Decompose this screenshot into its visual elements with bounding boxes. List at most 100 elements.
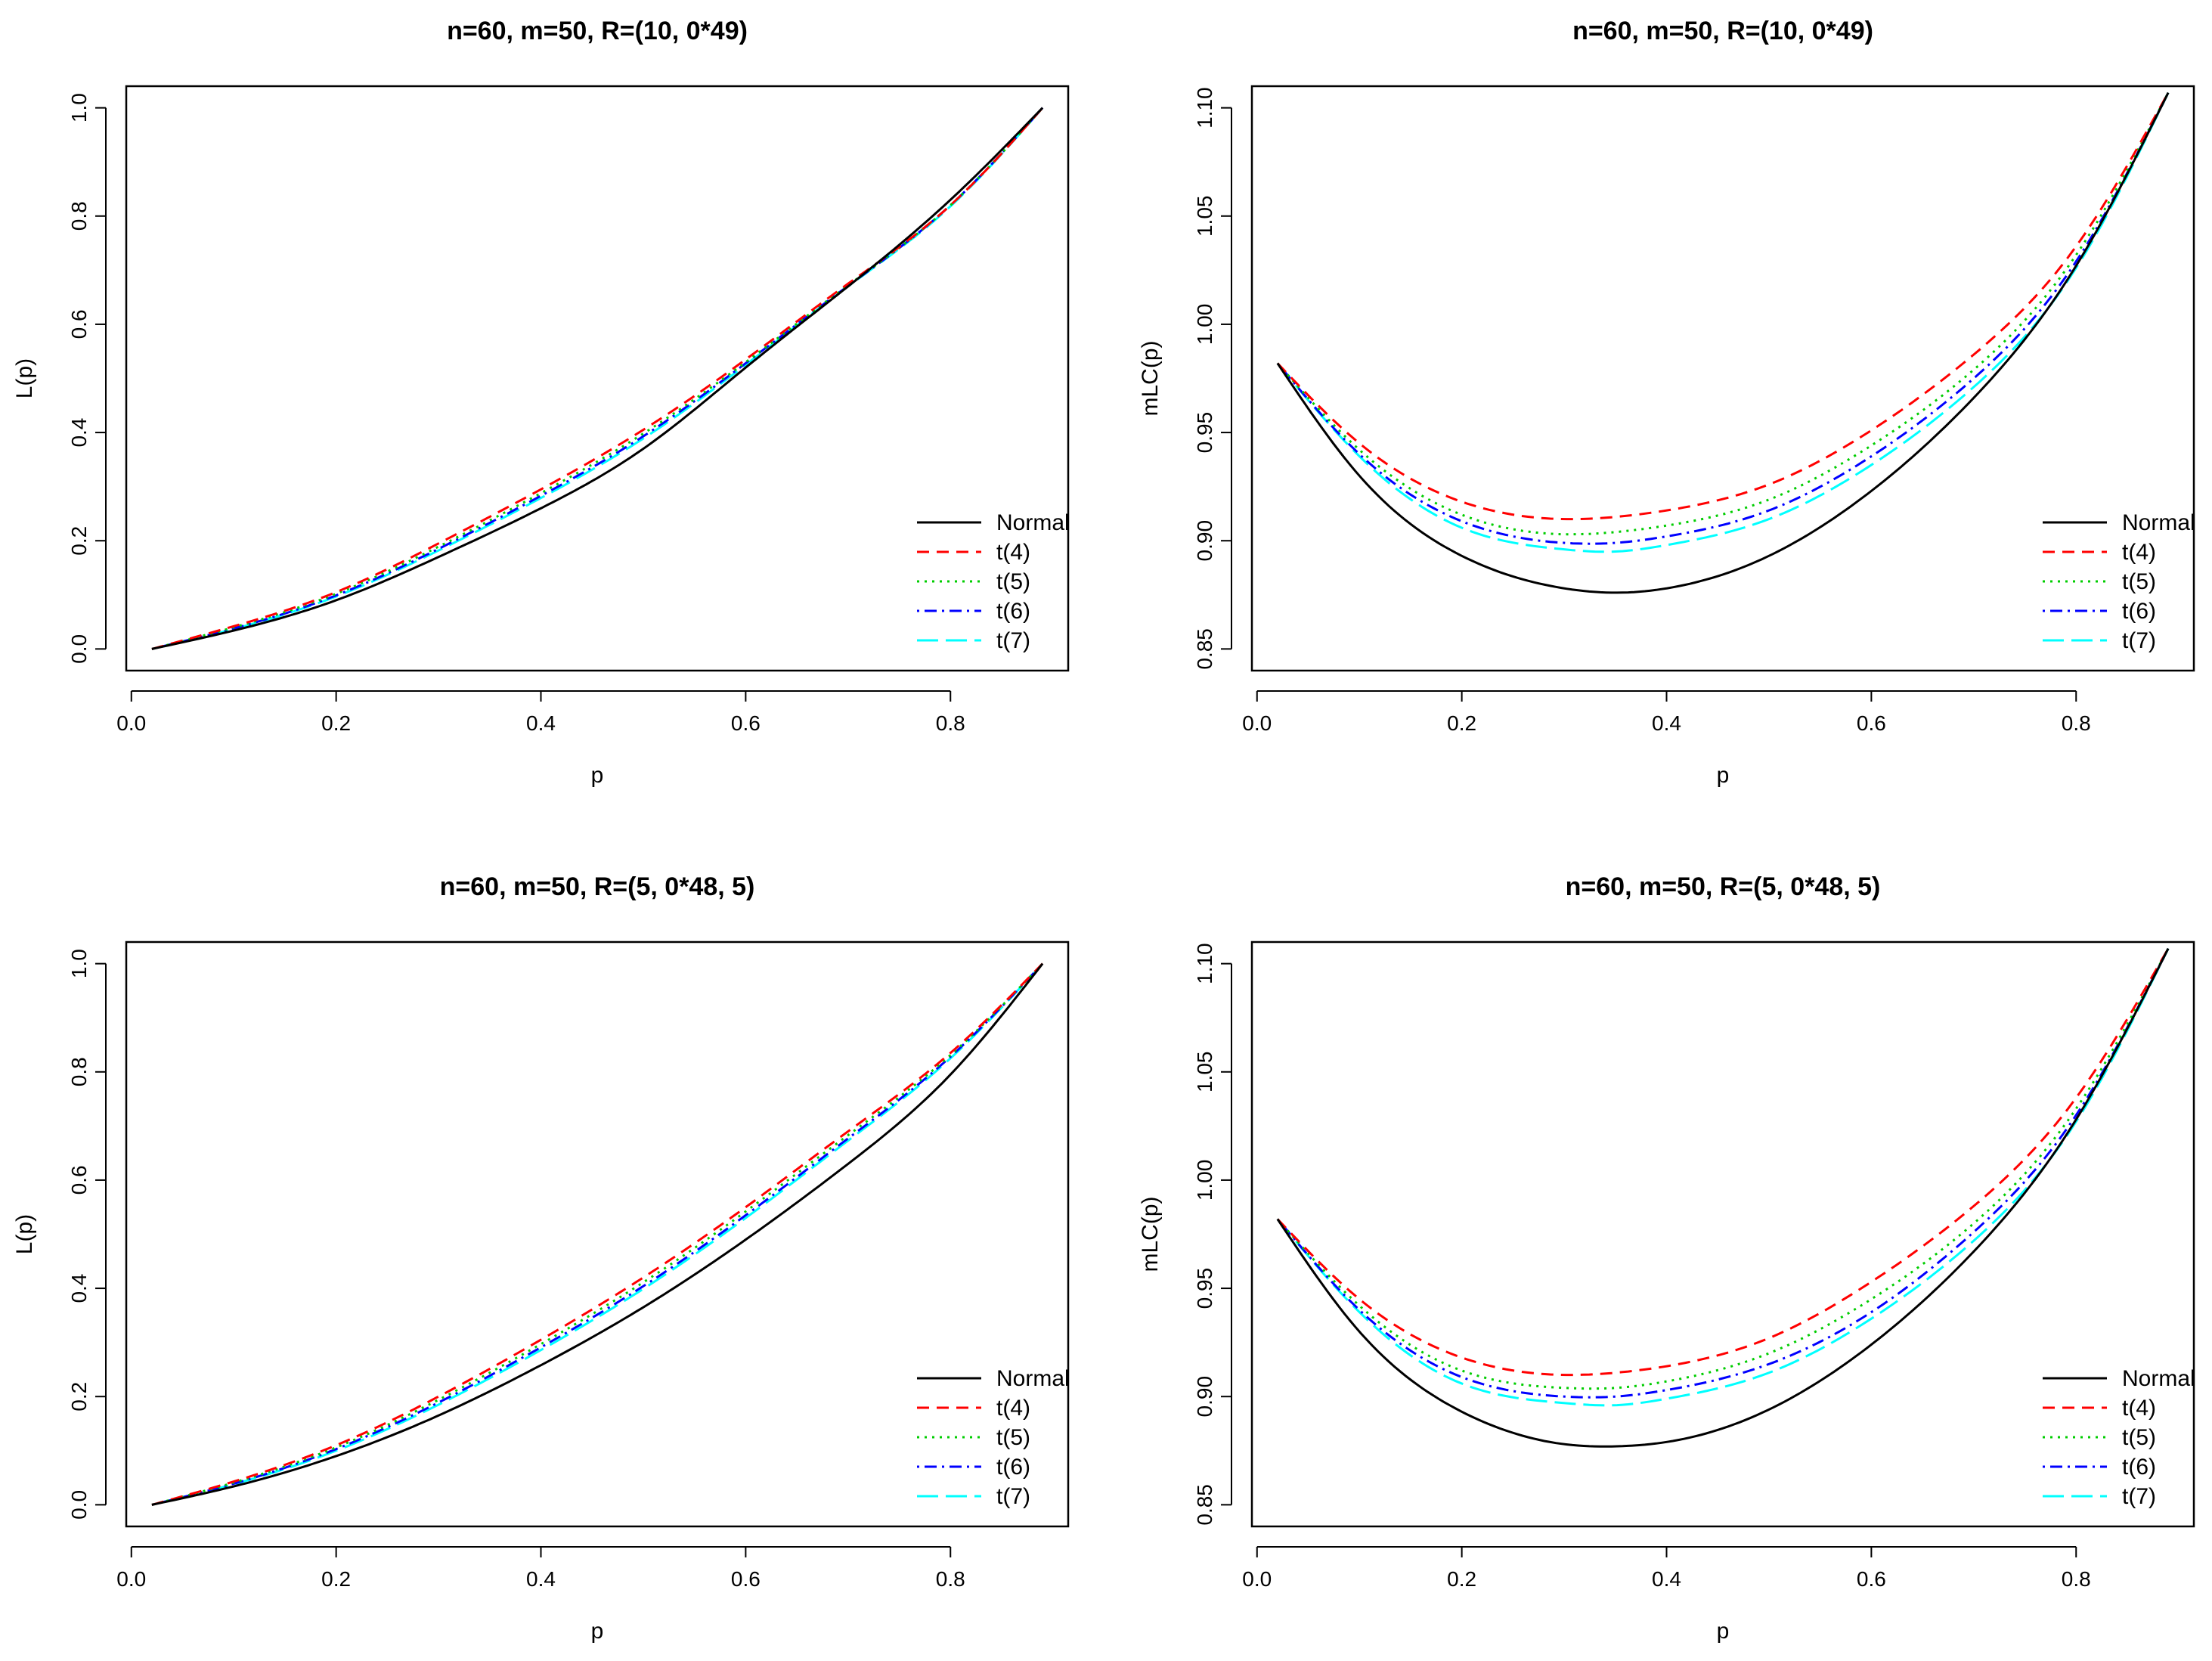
y-axis-label: mLC(p) xyxy=(1138,1196,1163,1272)
series-line-t4 xyxy=(1276,91,2170,521)
legend-label: t(7) xyxy=(2122,1484,2156,1509)
series-line-t5 xyxy=(151,107,1044,650)
legend-label: Normal xyxy=(996,510,1070,535)
x-axis-label: p xyxy=(591,1619,604,1644)
x-tick-label: 0.2 xyxy=(1447,711,1476,735)
y-tick-label: 0.8 xyxy=(67,201,91,231)
panel-1: n=60, m=50, R=(10, 0*49) 0.0 0.2 0.4 0.6 0.8 0… xyxy=(12,17,1070,788)
y-tick-label: 0.90 xyxy=(1193,520,1216,562)
x-tick-label: 0.0 xyxy=(116,1567,146,1591)
x-tick-label: 0.8 xyxy=(936,711,965,735)
legend-label: t(4) xyxy=(996,540,1030,565)
series-line-t4 xyxy=(151,962,1044,1506)
series-line-t7 xyxy=(1276,91,2170,553)
legend-label: t(6) xyxy=(996,599,1030,624)
y-tick-label: 0.6 xyxy=(67,309,91,339)
x-tick-label: 0.2 xyxy=(1447,1567,1476,1591)
x-tick-label: 0.4 xyxy=(526,711,556,735)
y-tick-label: 1.0 xyxy=(67,949,91,978)
series-line-t5 xyxy=(1276,947,2170,1390)
panel-2: n=60, m=50, R=(10, 0*49) 0.0 0.2 0.4 0.6 0.8 0… xyxy=(1138,17,2195,788)
y-tick-label: 1.00 xyxy=(1193,304,1216,346)
y-tick-label: 0.85 xyxy=(1193,1484,1216,1526)
y-axis-label: L(p) xyxy=(12,358,37,398)
y-tick-label: 0.90 xyxy=(1193,1376,1216,1418)
series-line-t6 xyxy=(1276,91,2170,545)
x-tick-label: 0.4 xyxy=(1652,711,1681,735)
y-tick-label: 1.10 xyxy=(1193,87,1216,129)
y-tick-label: 0.4 xyxy=(67,418,91,448)
series-line-t4 xyxy=(1276,947,2170,1377)
panel-3: n=60, m=50, R=(5, 0*48, 5) 0.0 0.2 0.4 0.6 0.… xyxy=(12,872,1070,1644)
panel-4: n=60, m=50, R=(5, 0*48, 5) 0.0 0.2 0.4 0.6 0.… xyxy=(1138,872,2195,1644)
x-tick-label: 0.4 xyxy=(526,1567,556,1591)
y-tick-label: 1.00 xyxy=(1193,1160,1216,1201)
y-tick-label: 0.0 xyxy=(67,634,91,664)
y-tick-label: 1.10 xyxy=(1193,943,1216,984)
legend-label: t(7) xyxy=(996,628,1030,653)
series-line-Normal xyxy=(1276,91,2170,594)
chart-title: n=60, m=50, R=(5, 0*48, 5) xyxy=(1566,872,1881,901)
x-tick-label: 0.0 xyxy=(1242,711,1272,735)
legend-label: Normal xyxy=(996,1366,1070,1391)
series-line-t5 xyxy=(1276,91,2170,536)
plot-frame xyxy=(125,941,1070,1528)
legend-label: t(7) xyxy=(996,1484,1030,1509)
x-tick-label: 0.2 xyxy=(321,711,351,735)
x-axis-label: p xyxy=(1717,763,1730,788)
y-tick-label: 0.6 xyxy=(67,1165,91,1195)
x-tick-label: 0.6 xyxy=(1857,711,1886,735)
x-tick-label: 0.6 xyxy=(1857,1567,1886,1591)
y-axis-label: L(p) xyxy=(12,1214,37,1254)
series-line-t7 xyxy=(1276,947,2170,1407)
legend-label: Normal xyxy=(2122,510,2195,535)
x-axis-label: p xyxy=(1717,1619,1730,1644)
legend-label: t(4) xyxy=(2122,540,2156,565)
legend-label: t(7) xyxy=(2122,628,2156,653)
y-tick-label: 0.2 xyxy=(67,1382,91,1412)
chart-title: n=60, m=50, R=(5, 0*48, 5) xyxy=(440,872,755,901)
series-line-Normal xyxy=(151,962,1044,1506)
x-tick-label: 0.0 xyxy=(1242,1567,1272,1591)
y-tick-label: 1.05 xyxy=(1193,196,1216,237)
y-axis-label: mLC(p) xyxy=(1138,340,1163,416)
x-tick-label: 0.8 xyxy=(936,1567,965,1591)
legend-label: t(5) xyxy=(996,569,1030,594)
x-tick-label: 0.2 xyxy=(321,1567,351,1591)
y-tick-label: 0.95 xyxy=(1193,1268,1216,1309)
x-tick-label: 0.8 xyxy=(2062,711,2091,735)
legend-label: t(5) xyxy=(2122,1425,2156,1450)
plot-frame xyxy=(1250,941,2195,1528)
chart-title: n=60, m=50, R=(10, 0*49) xyxy=(447,17,748,45)
series-line-t4 xyxy=(151,107,1044,650)
y-tick-label: 1.05 xyxy=(1193,1052,1216,1093)
x-tick-label: 0.6 xyxy=(731,711,761,735)
y-tick-label: 0.95 xyxy=(1193,412,1216,454)
x-axis-label: p xyxy=(591,763,604,788)
y-tick-label: 0.0 xyxy=(67,1490,91,1520)
y-tick-label: 0.2 xyxy=(67,526,91,556)
legend-label: t(6) xyxy=(996,1455,1030,1480)
series-line-t6 xyxy=(151,962,1044,1506)
series-line-Normal xyxy=(1276,947,2170,1448)
x-tick-label: 0.6 xyxy=(731,1567,761,1591)
plot-frame xyxy=(1250,85,2195,672)
x-tick-label: 0.8 xyxy=(2062,1567,2091,1591)
y-tick-label: 0.8 xyxy=(67,1057,91,1086)
series-line-t6 xyxy=(1276,947,2170,1399)
legend-label: t(5) xyxy=(996,1425,1030,1450)
y-tick-label: 1.0 xyxy=(67,93,91,122)
legend-label: t(5) xyxy=(2122,569,2156,594)
series-line-t7 xyxy=(151,107,1044,650)
x-tick-label: 0.0 xyxy=(116,711,146,735)
x-tick-label: 0.4 xyxy=(1652,1567,1681,1591)
legend-label: t(6) xyxy=(2122,599,2156,624)
series-line-t5 xyxy=(151,962,1044,1506)
y-tick-label: 0.4 xyxy=(67,1274,91,1303)
legend-label: Normal xyxy=(2122,1366,2195,1391)
chart-title: n=60, m=50, R=(10, 0*49) xyxy=(1572,17,1873,45)
legend-label: t(4) xyxy=(996,1396,1030,1421)
series-line-t6 xyxy=(151,107,1044,650)
y-tick-label: 0.85 xyxy=(1193,628,1216,670)
